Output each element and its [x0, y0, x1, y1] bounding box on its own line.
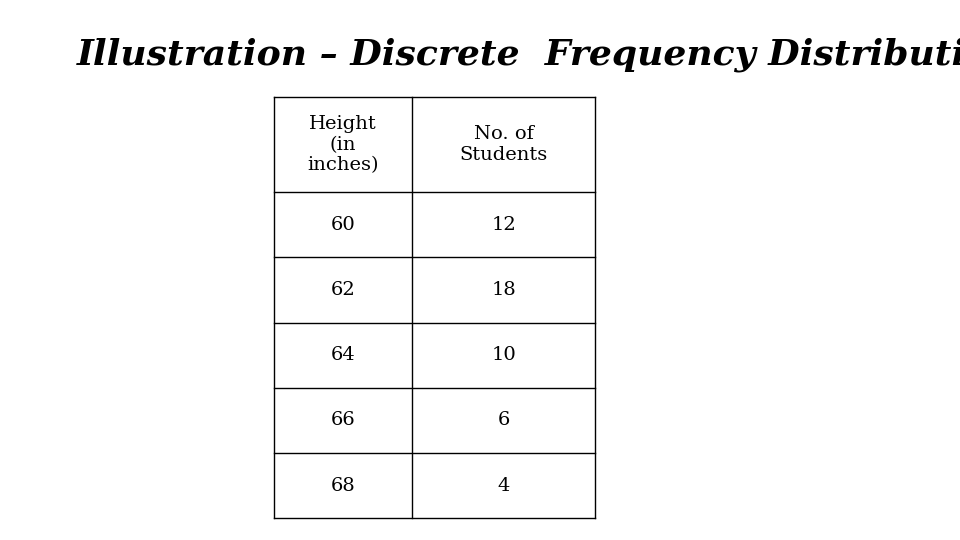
Text: 10: 10 — [492, 346, 516, 364]
Text: 6: 6 — [497, 411, 510, 429]
Text: 68: 68 — [330, 477, 355, 495]
Text: Height
(in
inches): Height (in inches) — [307, 115, 378, 174]
Text: 64: 64 — [330, 346, 355, 364]
Text: 62: 62 — [330, 281, 355, 299]
Text: Illustration – Discrete  Frequency Distribution: Illustration – Discrete Frequency Distri… — [77, 38, 960, 72]
Text: 66: 66 — [330, 411, 355, 429]
Text: 18: 18 — [492, 281, 516, 299]
Text: No. of
Students: No. of Students — [460, 125, 547, 164]
Text: 12: 12 — [492, 215, 516, 234]
Text: 4: 4 — [497, 477, 510, 495]
Text: 60: 60 — [330, 215, 355, 234]
